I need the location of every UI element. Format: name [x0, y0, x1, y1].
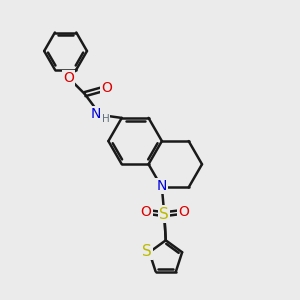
Text: S: S: [159, 207, 169, 222]
Text: O: O: [140, 205, 151, 219]
Text: S: S: [142, 244, 152, 259]
Text: O: O: [63, 71, 74, 85]
Text: N: N: [91, 107, 101, 122]
Text: O: O: [178, 205, 189, 219]
Text: N: N: [157, 179, 167, 193]
Text: H: H: [102, 113, 110, 124]
Text: O: O: [101, 81, 112, 95]
